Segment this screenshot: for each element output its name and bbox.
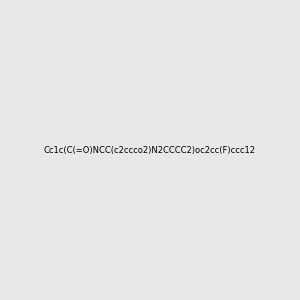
Text: Cc1c(C(=O)NCC(c2ccco2)N2CCCC2)oc2cc(F)ccc12: Cc1c(C(=O)NCC(c2ccco2)N2CCCC2)oc2cc(F)cc… [44,146,256,154]
